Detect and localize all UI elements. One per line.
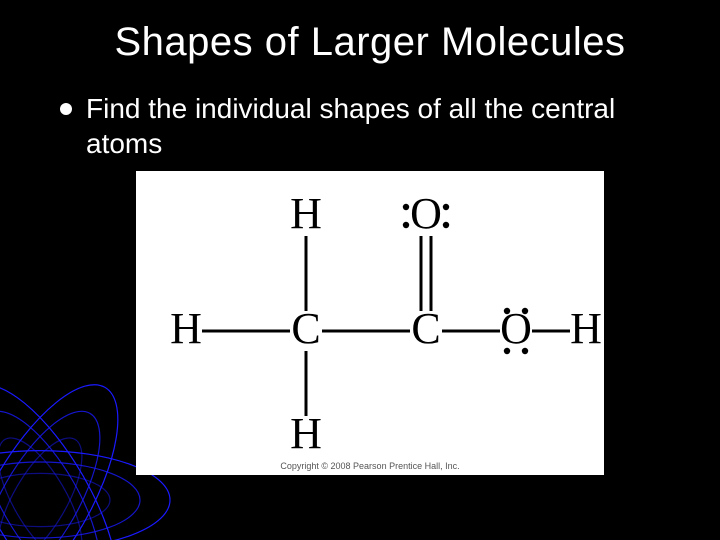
svg-text:H: H — [290, 189, 322, 238]
bullet-item: Find the individual shapes of all the ce… — [60, 91, 680, 161]
figure-copyright: Copyright © 2008 Pearson Prentice Hall, … — [136, 459, 604, 475]
bullet-dot-icon — [60, 103, 72, 115]
molecule-svg: HCHHCOOH — [136, 171, 604, 459]
slide: Shapes of Larger Molecules Find the indi… — [0, 0, 720, 540]
slide-title: Shapes of Larger Molecules — [60, 20, 680, 65]
svg-text:O: O — [500, 304, 532, 353]
svg-text:O: O — [410, 189, 442, 238]
svg-text:H: H — [170, 304, 202, 353]
svg-text:H: H — [290, 409, 322, 458]
molecule-figure: HCHHCOOH Copyright © 2008 Pearson Prenti… — [136, 171, 604, 475]
svg-text:C: C — [291, 304, 320, 353]
svg-text:C: C — [411, 304, 440, 353]
svg-text:H: H — [570, 304, 602, 353]
bullet-text: Find the individual shapes of all the ce… — [86, 91, 680, 161]
